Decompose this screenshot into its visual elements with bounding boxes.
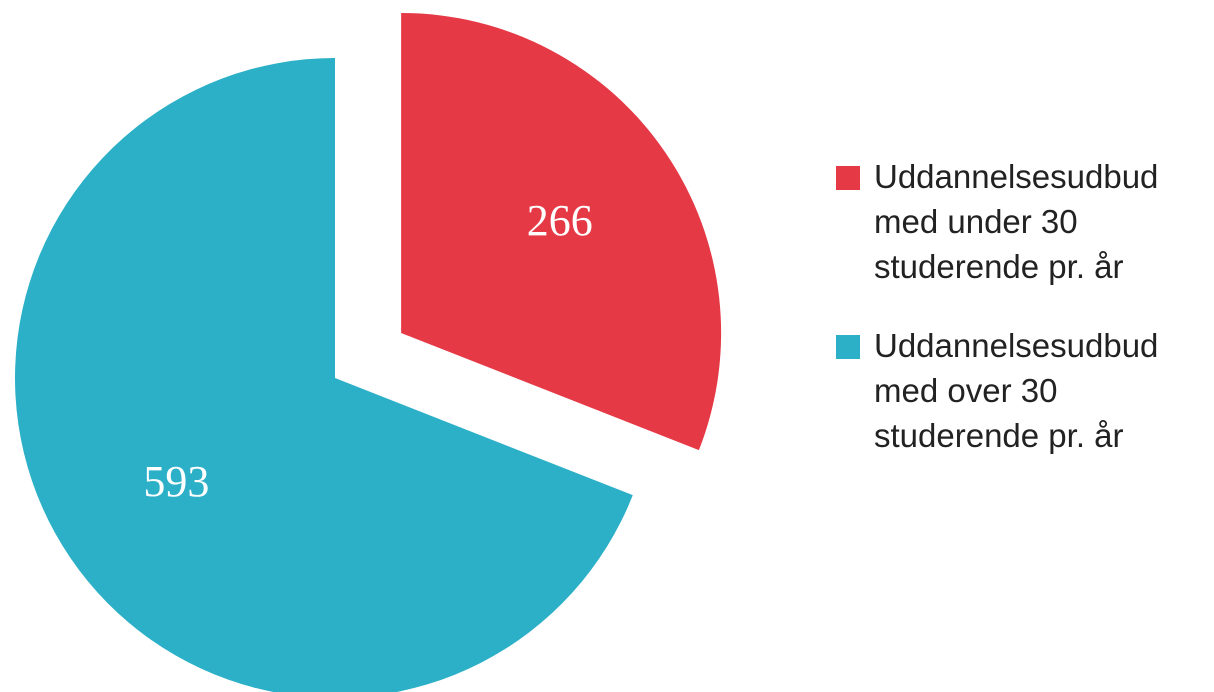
legend-entry: Uddannelsesudbud med under 30 studerende… bbox=[836, 154, 1174, 289]
legend: Uddannelsesudbud med under 30 studerende… bbox=[836, 154, 1196, 492]
legend-label: Uddannelsesudbud med over 30 studerende … bbox=[874, 327, 1159, 454]
pie-slice bbox=[401, 12, 722, 451]
pie-slice bbox=[15, 58, 633, 692]
value-label: 593 bbox=[143, 457, 209, 506]
legend-swatch bbox=[836, 335, 860, 359]
legend-entry: Uddannelsesudbud med over 30 studerende … bbox=[836, 323, 1174, 458]
legend-label: Uddannelsesudbud med under 30 studerende… bbox=[874, 158, 1159, 285]
value-label: 266 bbox=[527, 196, 593, 245]
legend-swatch bbox=[836, 166, 860, 190]
